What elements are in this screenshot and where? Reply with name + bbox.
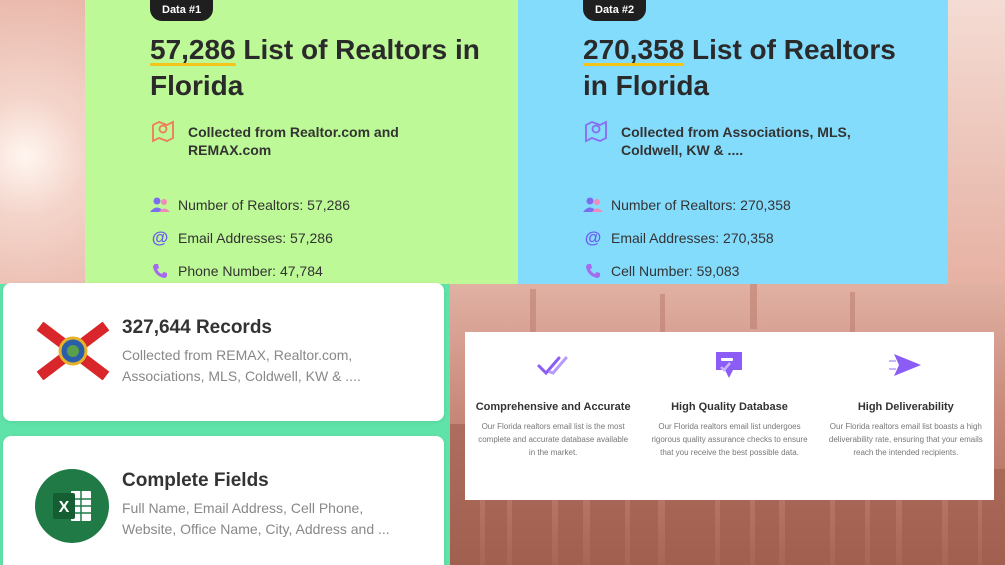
metric-label: Phone Number: 47,784	[178, 263, 323, 279]
source-row: Collected from Associations, MLS, Coldwe…	[583, 118, 883, 159]
source-text: Collected from Realtor.com and REMAX.com	[188, 124, 399, 158]
data-panel-1: Data #1 57,286 List of Realtors in Flori…	[85, 0, 518, 284]
data-panel-2: Data #2 270,358 List of Realtors in Flor…	[518, 0, 948, 284]
records-card: 327,644 Records Collected from REMAX, Re…	[3, 283, 444, 421]
card-description: Full Name, Email Address, Cell Phone, We…	[122, 500, 390, 537]
card-description: Collected from REMAX, Realtor.com, Assoc…	[122, 347, 361, 384]
heading-text: List of Realtors in Florida	[150, 34, 480, 101]
double-check-icon	[535, 350, 571, 380]
card-title: 327,644 Records	[122, 317, 272, 338]
metric-label: Email Addresses: 57,286	[178, 230, 333, 246]
metric-phones: Phone Number: 47,784	[150, 262, 323, 280]
feature-quality: High Quality Database Our Florida realto…	[641, 332, 817, 500]
send-icon	[888, 350, 924, 380]
feature-title: High Deliverability	[857, 401, 954, 413]
svg-text:X: X	[59, 499, 70, 516]
metric-emails: @ Email Addresses: 57,286	[150, 228, 333, 247]
metric-realtors: Number of Realtors: 270,358	[583, 196, 791, 214]
feature-title: High Quality Database	[671, 401, 788, 413]
metric-label: Number of Realtors: 57,286	[178, 197, 350, 213]
data-tag: Data #1	[150, 0, 214, 21]
metric-emails: @ Email Addresses: 270,358	[583, 228, 774, 247]
features-box: Comprehensive and Accurate Our Florida r…	[465, 332, 994, 500]
source-row: Collected from Realtor.com and REMAX.com	[150, 118, 450, 159]
users-icon	[583, 196, 603, 214]
metric-label: Email Addresses: 270,358	[611, 230, 774, 246]
excel-icon: X	[35, 469, 109, 543]
feature-description: Our Florida realtors email list undergoe…	[651, 422, 808, 457]
feature-accurate: Comprehensive and Accurate Our Florida r…	[465, 332, 641, 500]
feature-description: Our Florida realtors email list is the m…	[478, 422, 629, 457]
data-tag: Data #2	[583, 0, 647, 21]
sunset-backdrop-right	[948, 0, 1005, 285]
feature-title: Comprehensive and Accurate	[475, 401, 631, 413]
metric-realtors: Number of Realtors: 57,286	[150, 196, 350, 214]
feature-description: Our Florida realtors email list boasts a…	[828, 422, 983, 457]
panel-heading: 270,358 List of Realtors in Florida	[583, 32, 913, 104]
phone-icon	[150, 262, 170, 280]
map-location-icon	[150, 118, 176, 159]
metric-phones: Cell Number: 59,083	[583, 262, 739, 280]
realtor-count: 270,358	[583, 32, 685, 68]
florida-flag-icon	[36, 321, 110, 381]
at-icon: @	[151, 228, 169, 247]
sunset-backdrop-left	[0, 0, 85, 285]
realtor-count: 57,286	[150, 32, 236, 68]
phone-icon	[583, 262, 603, 280]
users-icon	[150, 196, 170, 214]
card-title: Complete Fields	[122, 470, 269, 491]
map-location-icon	[583, 118, 609, 159]
source-text: Collected from Associations, MLS, Coldwe…	[621, 124, 851, 158]
metric-label: Cell Number: 59,083	[611, 263, 740, 279]
fields-card: X Complete Fields Full Name, Email Addre…	[3, 436, 444, 565]
at-icon: @	[584, 228, 602, 247]
heading-text: List of Realtors in Florida	[583, 34, 896, 101]
panel-heading: 57,286 List of Realtors in Florida	[150, 32, 480, 104]
metric-label: Number of Realtors: 270,358	[611, 197, 791, 213]
database-badge-icon	[711, 350, 747, 380]
feature-deliverability: High Deliverability Our Florida realtors…	[818, 332, 994, 500]
